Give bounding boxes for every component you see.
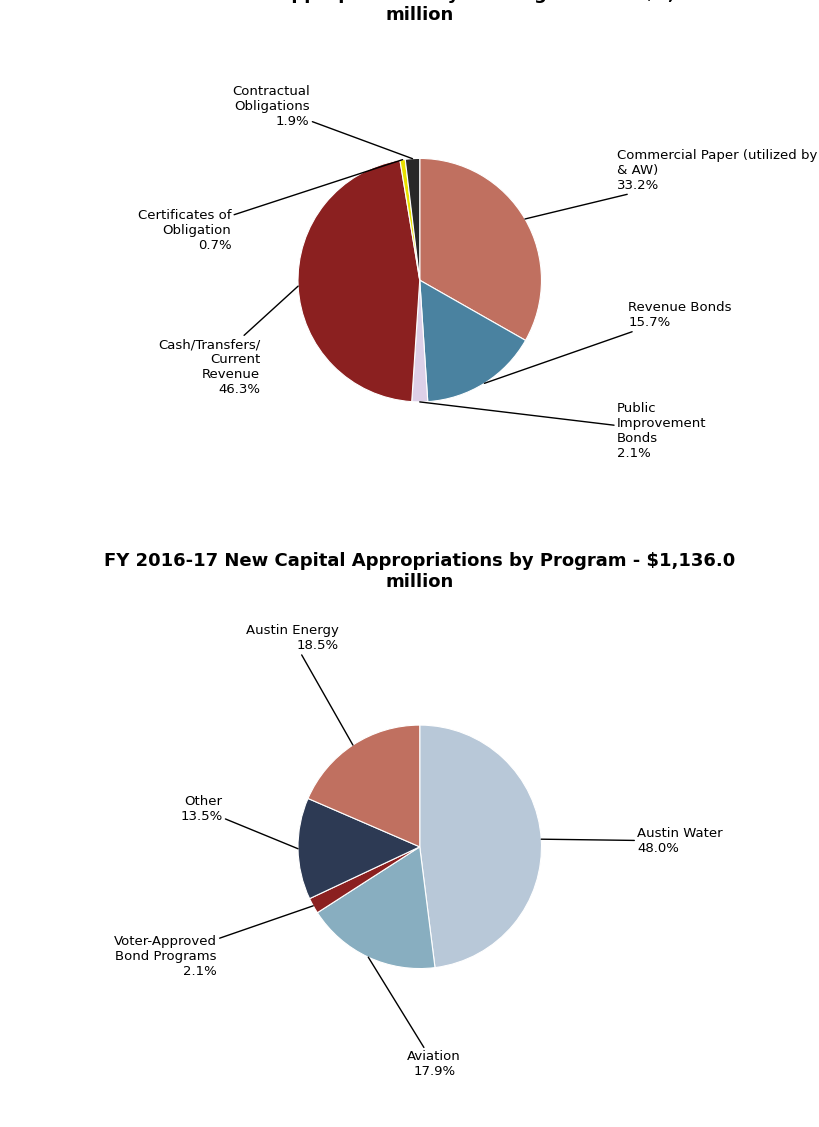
Text: Revenue Bonds
15.7%: Revenue Bonds 15.7% (484, 301, 732, 383)
Wedge shape (419, 725, 541, 968)
Wedge shape (298, 160, 419, 401)
Text: Certificates of
Obligation
0.7%: Certificates of Obligation 0.7% (138, 160, 403, 252)
Title: FY 2016-17 New Capital Appropriations by Program - $1,136.0
million: FY 2016-17 New Capital Appropriations by… (104, 552, 735, 591)
Wedge shape (400, 159, 419, 281)
Text: Austin Energy
18.5%: Austin Energy 18.5% (246, 624, 353, 745)
Text: Commercial Paper (utilized by AE
& AW)
33.2%: Commercial Paper (utilized by AE & AW) 3… (525, 149, 819, 219)
Wedge shape (419, 281, 526, 401)
Wedge shape (318, 846, 435, 968)
Wedge shape (310, 846, 419, 913)
Text: Voter-Approved
Bond Programs
2.1%: Voter-Approved Bond Programs 2.1% (114, 906, 313, 978)
Text: Aviation
17.9%: Aviation 17.9% (369, 957, 461, 1079)
Wedge shape (412, 281, 428, 402)
Text: Contractual
Obligations
1.9%: Contractual Obligations 1.9% (232, 85, 413, 159)
Wedge shape (308, 725, 420, 846)
Wedge shape (419, 159, 541, 340)
Text: Public
Improvement
Bonds
2.1%: Public Improvement Bonds 2.1% (419, 402, 706, 460)
Text: Cash/Transfers/
Current
Revenue
46.3%: Cash/Transfers/ Current Revenue 46.3% (158, 286, 298, 396)
Wedge shape (298, 798, 419, 898)
Wedge shape (405, 159, 420, 281)
Text: Other
13.5%: Other 13.5% (180, 796, 298, 849)
Text: Austin Water
48.0%: Austin Water 48.0% (541, 827, 722, 855)
Title: FY 2016-17 New Appropriations by Funding Source - $1,136.0
million: FY 2016-17 New Appropriations by Funding… (107, 0, 732, 24)
